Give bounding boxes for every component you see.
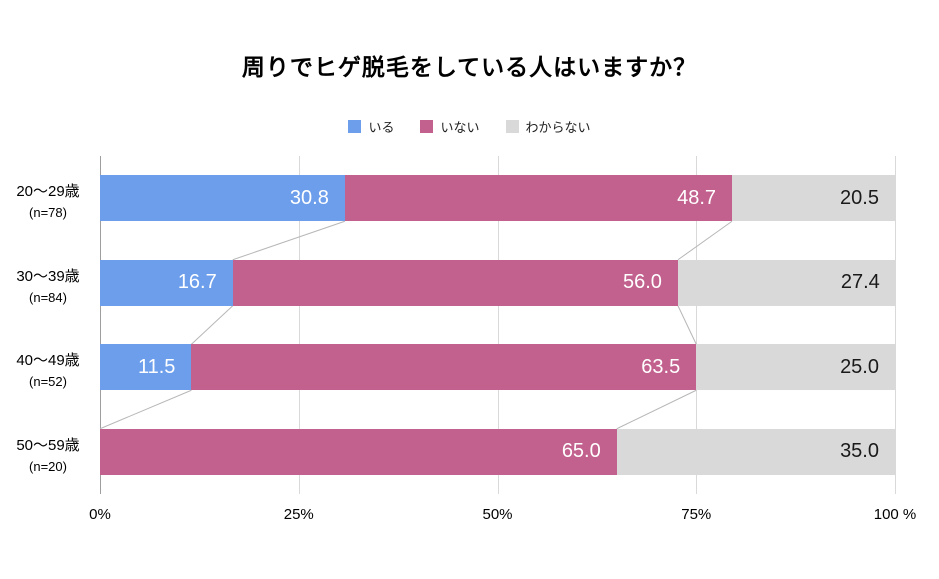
gridline — [298, 156, 300, 494]
bar-segment: 30.8 — [100, 175, 345, 222]
connector-line — [232, 220, 346, 261]
category-label: 20〜29歳 (n=78) — [0, 180, 96, 220]
x-tick-label: 25% — [283, 506, 314, 523]
bar-value-label: 35.0 — [840, 440, 879, 463]
bar-value-label: 16.7 — [177, 271, 217, 294]
bar-segment: 11.5 — [100, 344, 192, 391]
category-label: 40〜49歳 (n=52) — [0, 349, 96, 389]
connector-line — [677, 220, 733, 261]
connector-line — [677, 305, 697, 345]
category-count: (n=52) — [29, 374, 67, 390]
legend-item: いる — [348, 117, 394, 136]
bar-value-label: 48.7 — [677, 186, 717, 209]
category-label: 50〜59歳 (n=20) — [0, 434, 96, 474]
legend: いる いない わからない — [0, 117, 939, 136]
bar-segment: 27.4 — [677, 259, 896, 306]
category-count: (n=84) — [29, 289, 67, 305]
bar-value-label: 65.0 — [561, 440, 601, 463]
legend-item: いない — [420, 117, 480, 136]
legend-swatch — [420, 120, 434, 133]
category-label: 30〜39歳 (n=84) — [0, 265, 96, 305]
legend-swatch — [505, 120, 519, 133]
gridline — [895, 156, 896, 494]
bar-segment: 25.0 — [696, 344, 895, 391]
bar-value-label: 27.4 — [840, 271, 880, 294]
bar-segment: 48.7 — [344, 175, 733, 222]
legend-swatch — [348, 120, 362, 133]
bar-segment: 16.7 — [100, 259, 233, 306]
x-tick-label: 100 % — [873, 506, 917, 523]
x-tick-label: 75% — [681, 506, 712, 523]
bar-value-label: 56.0 — [623, 271, 662, 294]
category-count: (n=78) — [29, 205, 67, 221]
bar-value-label: 25.0 — [840, 355, 879, 378]
category-name: 40〜49歳 — [16, 352, 80, 370]
bar-segment: 35.0 — [616, 428, 895, 475]
bar-segment: 56.0 — [232, 259, 678, 306]
category-name: 50〜59歳 — [16, 436, 80, 454]
bar-value-label: 11.5 — [137, 355, 176, 378]
y-axis-line — [100, 156, 101, 494]
x-tick-label: 50% — [482, 506, 513, 523]
connector-line — [191, 305, 234, 345]
category-count: (n=20) — [29, 458, 67, 474]
gridline — [696, 156, 698, 494]
connector-line — [616, 389, 697, 430]
x-tick-label: 0% — [89, 506, 111, 523]
bar-value-label: 30.8 — [289, 186, 329, 209]
legend-label: いる — [368, 120, 395, 135]
bar-value-label: 63.5 — [641, 355, 681, 378]
bar-segment: 63.5 — [191, 344, 697, 391]
category-name: 20〜29歳 — [16, 183, 80, 201]
bar-segment: 20.5 — [732, 175, 895, 222]
gridline — [497, 156, 499, 494]
category-name: 30〜39歳 — [16, 267, 80, 285]
bar-segment: 65.0 — [100, 428, 617, 475]
legend-label: わからない — [525, 120, 591, 135]
legend-item: わからない — [505, 117, 591, 136]
bar-value-label: 20.5 — [840, 186, 879, 209]
connector-line — [99, 389, 192, 430]
chart-title: 周りでヒゲ脱毛をしている人はいますか？ — [241, 54, 698, 80]
legend-label: いない — [440, 120, 480, 135]
